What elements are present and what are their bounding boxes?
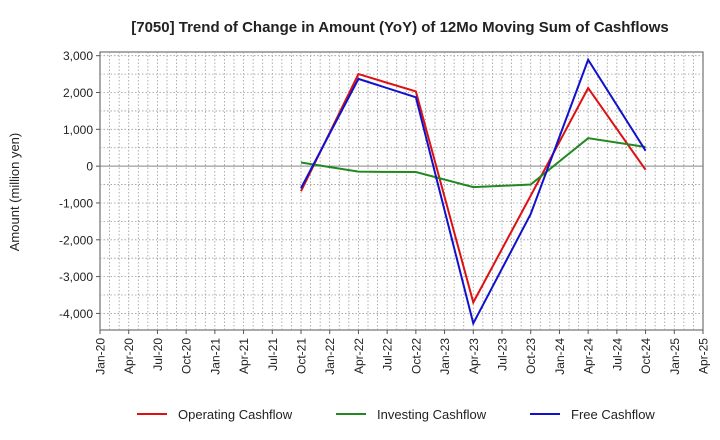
y-axis-label: Amount (million yen) <box>7 133 22 252</box>
legend: Operating Cashflow Investing Cashflow Free… <box>137 407 655 422</box>
x-tick-label: Apr-23 <box>467 338 481 374</box>
y-tick-label: 2,000 <box>63 86 93 100</box>
x-tick-label: Oct-21 <box>295 338 309 374</box>
x-tick-label: Jan-24 <box>553 338 567 375</box>
y-tick-label: -3,000 <box>59 270 93 284</box>
x-tick-label: Apr-25 <box>697 338 711 374</box>
series-line <box>300 57 647 327</box>
x-tick-labels: Jan-20 Apr-20 Jul-20 Oct-20 Jan-21 Apr-21 Jul-… <box>94 330 711 375</box>
x-tick-label: Jul-23 <box>496 338 510 371</box>
x-tick-label: Jul-21 <box>266 338 280 371</box>
y-tick-label: 1,000 <box>63 123 93 137</box>
x-tick-label: Apr-24 <box>582 338 596 374</box>
legend-label: Free Cashflow <box>571 407 655 422</box>
y-tick-label: 3,000 <box>63 49 93 63</box>
legend-label: Investing Cashflow <box>377 407 487 422</box>
series-line <box>300 137 646 189</box>
x-tick-label: Jan-21 <box>208 338 222 375</box>
y-tick-label: -2,000 <box>59 233 93 247</box>
plot-area <box>99 51 704 331</box>
x-tick-label: Jul-20 <box>151 338 165 371</box>
y-tick-labels: 3,000 2,000 1,000 0 -1,000 -2,000 -3,000 -4,000 <box>59 49 100 321</box>
x-tick-label: Jan-23 <box>438 338 452 375</box>
x-tick-label: Jul-22 <box>381 338 395 371</box>
x-tick-label: Oct-22 <box>409 338 423 374</box>
chart-title: [7050] Trend of Change in Amount (YoY) o… <box>131 19 669 36</box>
x-tick-label: Jan-20 <box>94 338 108 375</box>
legend-label: Operating Cashflow <box>178 407 293 422</box>
y-tick-label: 0 <box>86 160 93 174</box>
y-tick-label: -1,000 <box>59 196 93 210</box>
x-tick-label: Apr-22 <box>352 338 366 374</box>
x-tick-label: Oct-24 <box>639 338 653 374</box>
x-tick-label: Jan-25 <box>668 338 682 375</box>
grid-lines <box>100 52 703 330</box>
x-tick-label: Jan-22 <box>323 338 337 375</box>
x-tick-label: Apr-21 <box>237 338 251 374</box>
series-line <box>300 72 647 306</box>
x-tick-label: Jul-24 <box>610 338 624 371</box>
x-tick-label: Apr-20 <box>122 338 136 374</box>
x-tick-label: Oct-20 <box>180 338 194 374</box>
y-tick-label: -4,000 <box>59 307 93 321</box>
series-lines <box>300 57 647 327</box>
x-tick-label: Oct-23 <box>524 338 538 374</box>
